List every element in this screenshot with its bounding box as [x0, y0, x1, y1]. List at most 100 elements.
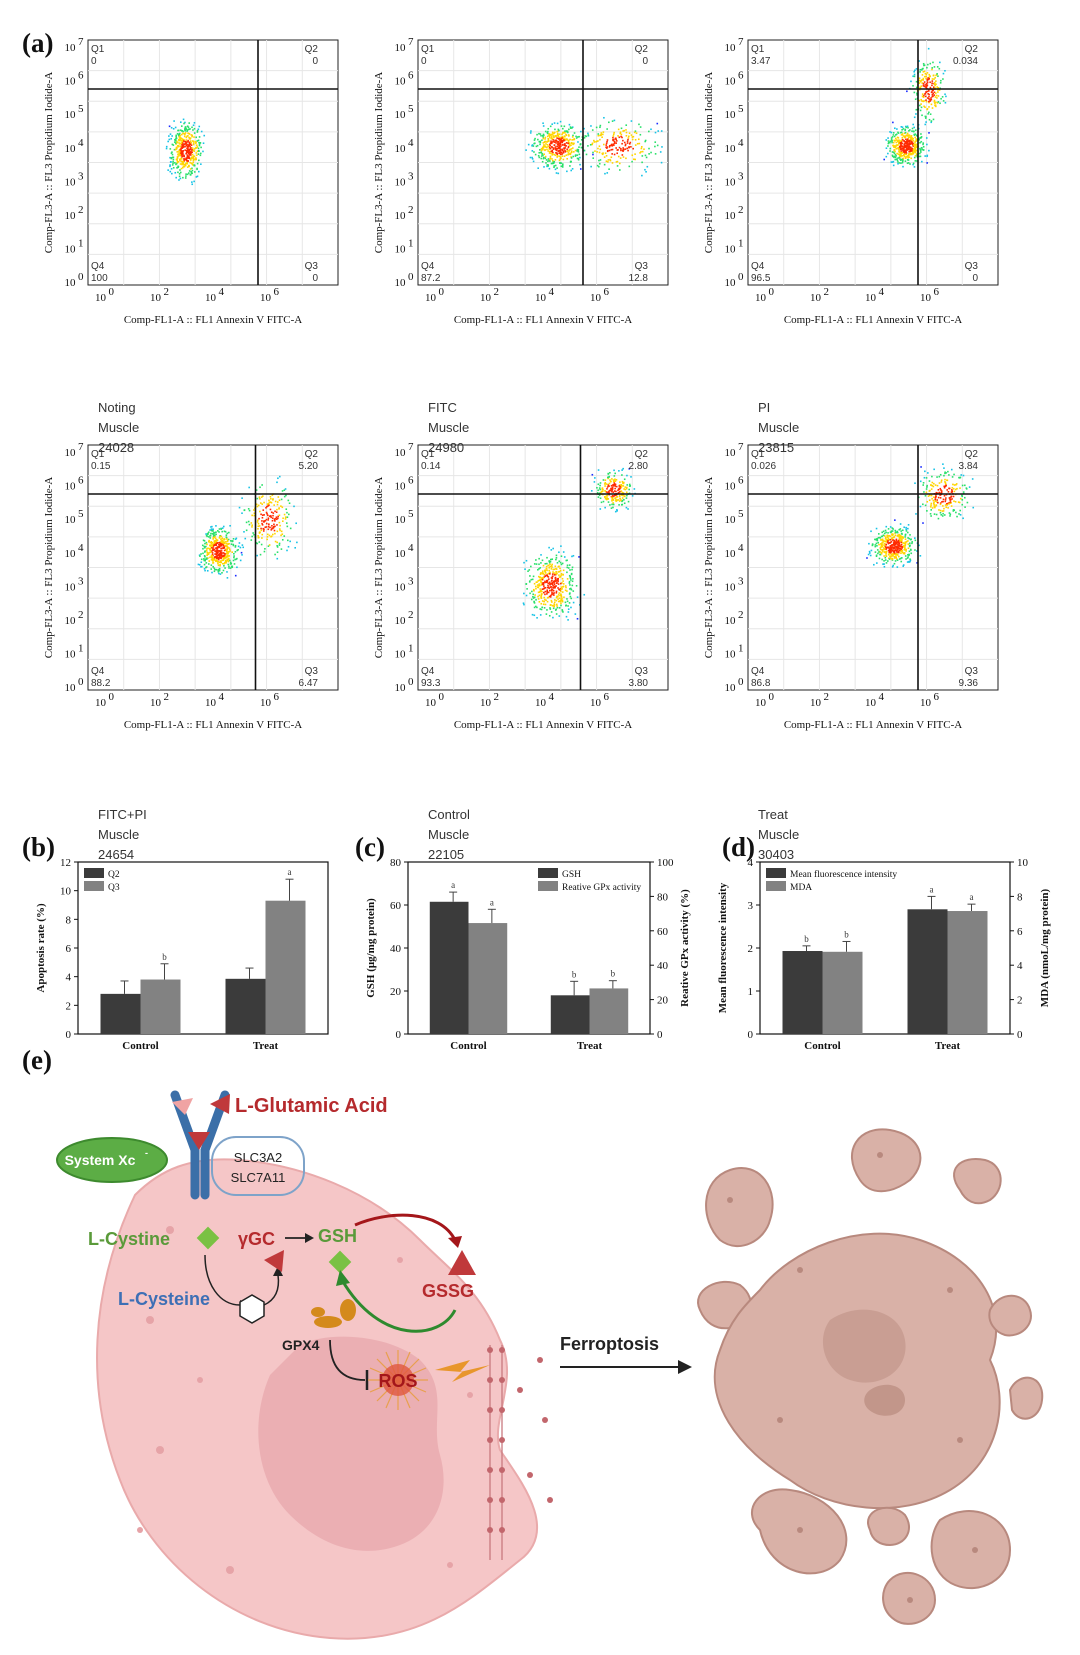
event-dot: [214, 542, 216, 545]
event-dot: [918, 77, 921, 80]
event-dot: [558, 142, 561, 145]
event-dot: [599, 492, 601, 494]
y-tick-exp: 1: [78, 237, 84, 249]
event-dot: [897, 161, 899, 163]
event-dot: [204, 550, 206, 552]
event-dot: [930, 504, 932, 506]
event-dot: [874, 551, 877, 553]
event-dot: [180, 167, 183, 170]
event-dot: [553, 583, 556, 586]
event-dot: [562, 158, 565, 161]
event-dot: [879, 537, 882, 539]
y-tick-label: 10: [395, 176, 407, 188]
event-dot: [219, 553, 221, 556]
event-dot: [934, 87, 936, 89]
event-dot: [624, 144, 627, 147]
bar: [550, 995, 590, 1034]
event-dot: [905, 147, 908, 149]
event-dot: [189, 145, 191, 148]
event-dot: [884, 556, 887, 559]
event-dot: [934, 506, 936, 509]
event-dot: [560, 145, 562, 147]
event-dot: [568, 139, 570, 142]
event-dot: [889, 538, 892, 541]
event-dot: [927, 472, 929, 474]
event-dot: [257, 535, 259, 537]
event-dot: [609, 480, 612, 483]
event-dot: [944, 481, 947, 484]
event-dot: [223, 549, 226, 552]
event-dot: [909, 129, 911, 131]
event-dot: [600, 132, 603, 134]
event-dot: [913, 147, 916, 149]
event-dot: [924, 155, 926, 157]
event-dot: [530, 565, 532, 568]
event-dot: [556, 122, 559, 125]
event-dot: [177, 134, 180, 136]
event-dot: [532, 597, 535, 599]
event-dot: [902, 565, 905, 567]
event-dot: [944, 483, 947, 485]
event-dot: [885, 547, 888, 549]
event-dot: [184, 145, 186, 148]
event-dot: [568, 128, 570, 131]
event-dot: [925, 85, 928, 88]
event-dot: [219, 544, 222, 546]
event-dot: [266, 512, 268, 515]
y-tick-label: 10: [725, 615, 737, 627]
event-dot: [545, 146, 548, 149]
event-dot: [900, 532, 903, 535]
event-dot: [223, 565, 225, 567]
event-dot: [914, 144, 916, 147]
event-dot: [548, 614, 551, 617]
event-dot: [184, 129, 187, 132]
event-dot: [933, 78, 935, 80]
event-dot: [887, 553, 890, 556]
event-dot: [906, 155, 909, 157]
event-dot: [605, 146, 607, 149]
event-dot: [884, 529, 887, 532]
event-dot: [932, 74, 935, 77]
event-dot: [542, 147, 545, 149]
event-dot: [548, 578, 550, 580]
event-dot: [638, 123, 640, 126]
event-dot: [567, 146, 570, 149]
event-dot: [179, 169, 181, 171]
event-dot: [908, 145, 911, 148]
event-dot: [892, 547, 894, 549]
event-dot: [264, 548, 266, 550]
x-tick-label: 10: [95, 292, 107, 304]
event-dot: [885, 553, 887, 555]
event-dot: [616, 509, 618, 511]
event-dot: [551, 582, 553, 585]
event-dot: [544, 145, 546, 147]
event-dot: [196, 162, 199, 165]
event-dot: [191, 134, 194, 137]
event-dot: [952, 510, 955, 512]
y2-tick-label: 20: [657, 995, 669, 1007]
event-dot: [891, 530, 894, 532]
event-dot: [591, 143, 594, 146]
event-dot: [176, 157, 179, 159]
event-dot: [654, 153, 657, 155]
event-dot: [537, 167, 539, 169]
event-dot: [231, 540, 234, 542]
event-dot: [937, 496, 940, 499]
event-dot: [946, 489, 948, 491]
event-dot: [894, 158, 897, 161]
event-dot: [907, 154, 910, 157]
event-dot: [914, 140, 917, 142]
event-dot: [567, 605, 569, 607]
event-dot: [903, 143, 906, 145]
event-dot: [248, 509, 251, 512]
event-dot: [187, 155, 190, 158]
event-dot: [220, 528, 223, 530]
event-dot: [271, 527, 273, 530]
event-dot: [942, 78, 944, 80]
event-dot: [894, 153, 897, 156]
event-dot: [531, 578, 534, 581]
y-tick-label: 10: [65, 76, 77, 88]
event-dot: [913, 70, 915, 73]
x-tick-label: 10: [425, 697, 437, 709]
event-dot: [219, 551, 221, 553]
